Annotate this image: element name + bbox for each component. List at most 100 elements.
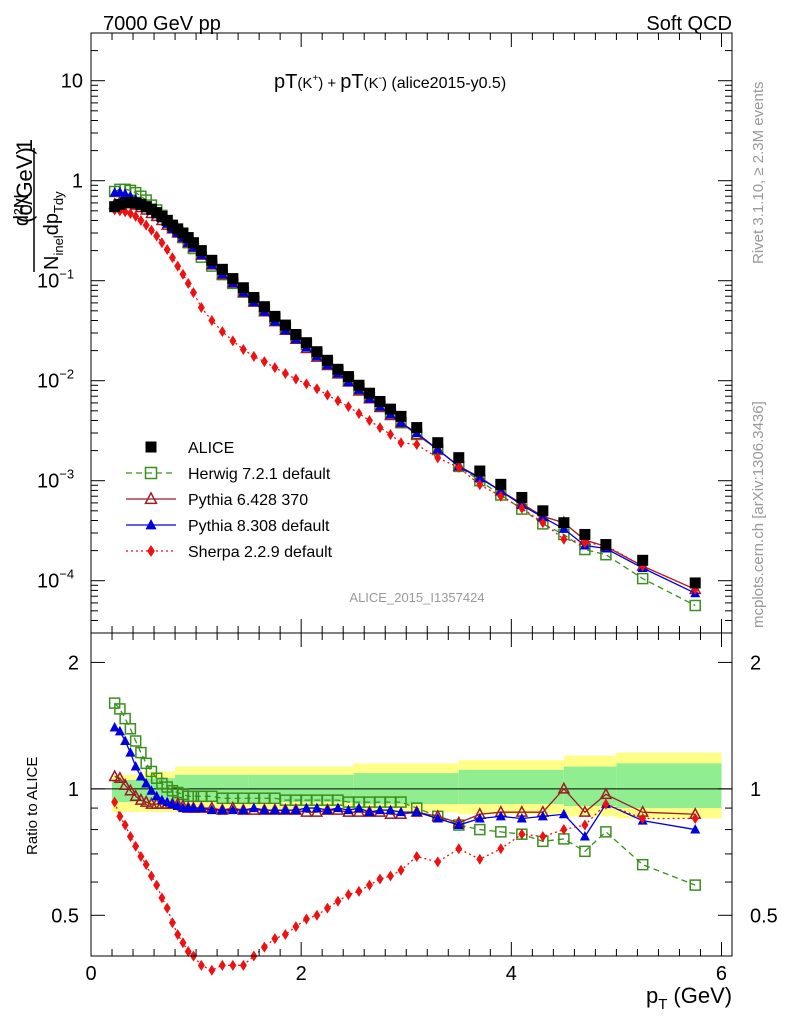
data-point-sherpa	[184, 277, 192, 289]
ratio-point-herwig	[129, 735, 142, 747]
ratio-point-pythia8	[156, 794, 167, 805]
data-point-sherpa	[413, 439, 421, 451]
ratio-point-pythia8	[364, 806, 375, 817]
ratio-series-pythia8	[109, 721, 701, 841]
ratio-point-sherpa	[208, 964, 216, 976]
ratio-point-sherpa	[281, 929, 289, 941]
data-point-sherpa	[153, 230, 161, 242]
data-point-alice	[206, 254, 218, 266]
data-point-sherpa	[455, 461, 463, 473]
y-axis-label: 1 (c/GeV)	[12, 139, 37, 223]
data-point-alice	[516, 491, 528, 503]
ratio-point-sherpa	[518, 828, 526, 840]
ratio-point-pythia8	[353, 802, 364, 813]
ratio-point-sherpa	[260, 941, 268, 953]
data-point-alice	[300, 337, 312, 349]
ratio-point-sherpa	[168, 917, 176, 929]
ratio-point-pythia8	[162, 796, 173, 807]
data-point-sherpa	[281, 368, 289, 380]
ratio-point-sherpa	[691, 813, 699, 825]
ratio-point-sherpa	[539, 831, 547, 843]
data-point-pythia8	[495, 485, 506, 495]
svg-text:(c/GeV): (c/GeV)	[12, 147, 37, 223]
data-point-alice	[248, 291, 260, 303]
ratio-point-pythia8	[206, 804, 217, 815]
ratio-point-sherpa	[355, 885, 363, 897]
data-point-pythia8	[120, 188, 131, 198]
ratio-point-sherpa	[365, 879, 373, 891]
data-point-sherpa	[271, 362, 279, 374]
data-point-sherpa	[518, 502, 526, 514]
data-point-pythia8	[474, 472, 485, 483]
ratio-point-sherpa	[239, 959, 247, 971]
ratio-series-sherpa	[111, 796, 699, 976]
ratio-point-pythia6	[599, 787, 613, 800]
header-collision: 7000 GeV pp	[103, 13, 221, 35]
legend-label-alice: ALICE	[188, 440, 234, 457]
ratio-point-pythia8	[135, 771, 146, 781]
ratio-point-pythia6	[134, 793, 148, 805]
ratio-point-sherpa	[153, 879, 161, 891]
legend-item-herwig: Herwig 7.2.1 default	[126, 466, 331, 483]
data-point-alice	[689, 577, 701, 589]
ratio-point-sherpa	[121, 819, 129, 831]
data-point-alice	[637, 554, 649, 566]
ratio-point-sherpa	[174, 929, 182, 941]
ratio-point-pythia8	[411, 806, 422, 817]
data-point-sherpa	[142, 219, 150, 231]
ratio-point-herwig	[474, 823, 486, 836]
ratio-point-herwig	[495, 826, 507, 838]
ratio-point-pythia8	[690, 824, 701, 834]
ratio-point-sherpa	[137, 851, 145, 863]
ratio-point-sherpa	[386, 870, 394, 882]
data-point-sherpa	[158, 237, 166, 249]
ratio-point-pythia6	[124, 783, 137, 796]
data-point-sherpa	[355, 408, 363, 420]
legend-marker-alice	[145, 441, 157, 453]
data-point-alice	[237, 282, 249, 294]
ratio-point-pythia8	[151, 790, 162, 801]
ratio-point-pythia8	[120, 735, 131, 745]
data-point-sherpa	[132, 210, 140, 222]
data-point-alice	[374, 395, 386, 407]
series-alice	[109, 196, 701, 589]
ratio-point-pythia6	[118, 778, 132, 790]
main-frame	[90, 32, 733, 634]
ratio-point-pythia6	[108, 769, 121, 782]
data-point-sherpa	[239, 344, 247, 356]
y-axis-fraction: d²N NineldpTdy	[11, 148, 66, 272]
data-point-sherpa	[197, 301, 205, 313]
series-line-herwig	[114, 188, 696, 607]
ratio-point-sherpa	[142, 859, 150, 871]
ratio-point-pythia8	[558, 808, 569, 819]
data-point-alice	[187, 237, 199, 249]
data-point-sherpa	[365, 415, 373, 427]
data-point-alice	[290, 328, 302, 340]
ratio-point-sherpa	[639, 813, 647, 825]
data-point-alice	[395, 410, 407, 422]
ratio-uncertainty-bands	[91, 752, 732, 819]
data-point-sherpa	[397, 437, 405, 449]
header-category: Soft QCD	[646, 13, 732, 35]
ratio-point-pythia8	[374, 804, 385, 815]
data-point-alice	[537, 505, 549, 517]
data-point-alice	[411, 422, 423, 434]
ratio-point-pythia8	[172, 800, 183, 811]
x-tick-label: 0	[85, 963, 96, 985]
ratio-y-tick-label: 0.5	[51, 905, 79, 927]
ratio-point-sherpa	[158, 892, 166, 904]
data-point-sherpa	[174, 260, 182, 272]
ratio-point-sherpa	[292, 921, 300, 933]
ratio-point-herwig	[124, 723, 137, 735]
data-point-pythia8	[395, 417, 406, 427]
ratio-frame	[90, 632, 733, 957]
main-panel-series	[108, 183, 702, 612]
ratio-point-pythia6	[129, 789, 142, 802]
ratio-point-herwig	[135, 746, 147, 759]
ratio-point-pythia8	[322, 804, 333, 815]
data-point-alice	[579, 528, 591, 540]
data-point-alice	[227, 273, 239, 285]
ratio-point-sherpa	[434, 856, 442, 868]
ratio-y-tick-label-right: 0.5	[750, 905, 778, 927]
data-point-alice	[600, 539, 612, 551]
